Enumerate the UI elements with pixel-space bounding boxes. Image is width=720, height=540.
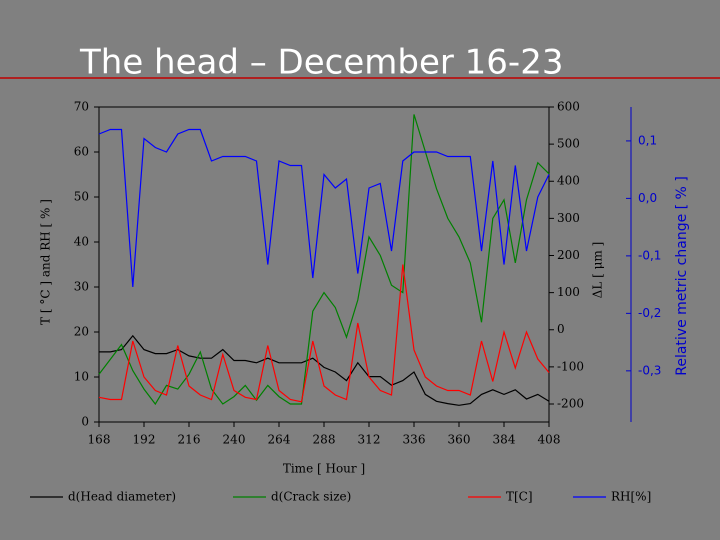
y-tick-label: 10 [74, 370, 89, 384]
legend-label: RH[%] [611, 490, 651, 504]
y3-axis-label: Relative metric change [ % ] [674, 176, 690, 376]
x-tick-label: 216 [178, 433, 201, 447]
x-tick-label: 168 [88, 433, 111, 447]
y3-tick-label: -0,2 [638, 306, 661, 320]
y2-tick-label: -100 [557, 359, 584, 373]
legend-label: d(Head diameter) [68, 490, 176, 504]
y2-tick-label: 100 [557, 285, 580, 299]
x-tick-label: 312 [358, 433, 381, 447]
x-tick-label: 360 [448, 433, 471, 447]
y-tick-label: 0 [81, 415, 89, 429]
series-line [99, 334, 550, 406]
chart-title: The head – December 16-23 [79, 43, 563, 83]
legend-label: T[C] [506, 490, 533, 504]
y3-tick-label: -0,1 [638, 248, 661, 262]
y2-axis-label: ΔL [ μm ] [591, 242, 605, 299]
plot-frame [98, 106, 550, 423]
x-tick-label: 192 [133, 433, 156, 447]
series-line [98, 264, 550, 403]
legend-label: d(Crack size) [271, 490, 351, 504]
y-tick-label: 50 [74, 190, 89, 204]
series-line [98, 128, 550, 288]
y-tick-label: 70 [74, 100, 89, 114]
y3-tick-label: 0,0 [638, 191, 657, 205]
y-tick-label: 60 [74, 145, 89, 159]
x-tick-label: 384 [493, 433, 516, 447]
x-tick-label: 240 [223, 433, 246, 447]
y-tick-label: 40 [74, 235, 89, 249]
y2-tick-label: 200 [557, 248, 580, 262]
y2-tick-label: 500 [557, 137, 580, 151]
y3-tick-label: 0,1 [638, 133, 657, 147]
x-tick-label: 288 [313, 433, 336, 447]
y-tick-label: 30 [74, 280, 89, 294]
x-tick-label: 264 [268, 433, 291, 447]
series-line [98, 114, 550, 406]
y2-tick-label: 600 [557, 100, 580, 114]
x-tick-label: 336 [403, 433, 426, 447]
y3-tick-label: -0,3 [638, 363, 661, 377]
y2-tick-label: 400 [557, 174, 580, 188]
y2-tick-label: -200 [557, 396, 584, 410]
y2-tick-label: 300 [557, 211, 580, 225]
x-axis-label: Time [ Hour ] [283, 462, 365, 476]
y-tick-label: 20 [74, 325, 89, 339]
x-tick-label: 408 [538, 433, 561, 447]
y-axis-label: T [ °C ] and RH [ % ] [39, 199, 53, 325]
y2-tick-label: 0 [557, 322, 565, 336]
